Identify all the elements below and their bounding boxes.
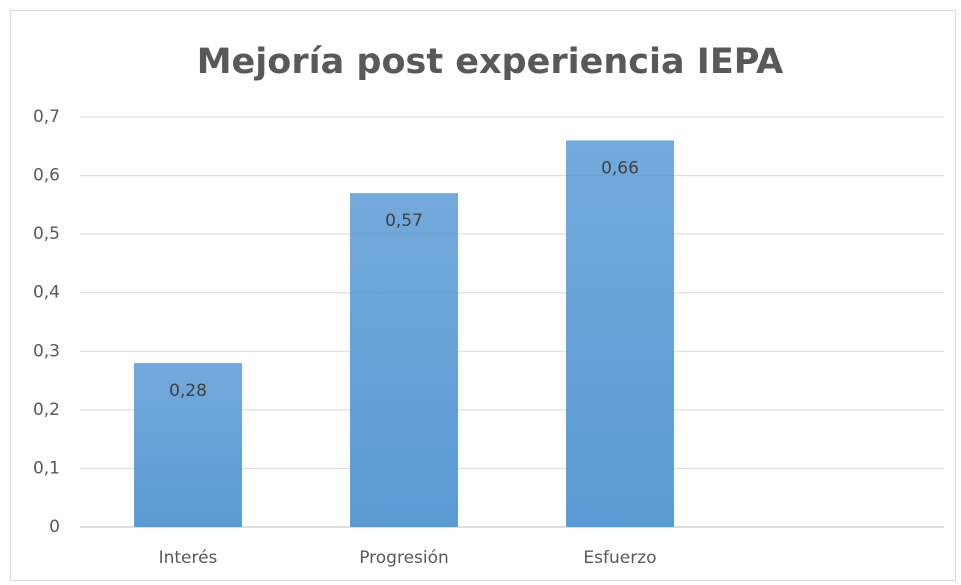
y-tick-label: 0,6: [33, 166, 60, 186]
y-tick-label: 0,5: [33, 224, 60, 244]
data-label: 0,28: [169, 381, 207, 401]
data-label: 0,57: [385, 211, 423, 231]
x-tick-label: Esfuerzo: [583, 548, 656, 568]
x-tick-label: Interés: [159, 548, 218, 568]
y-tick-label: 0,3: [33, 341, 60, 361]
y-tick-label: 0,7: [33, 107, 60, 127]
y-tick-label: 0: [49, 517, 60, 537]
y-tick-label: 0,4: [33, 283, 60, 303]
y-tick-label: 0,2: [33, 400, 60, 420]
data-label: 0,66: [601, 158, 639, 178]
x-tick-label: Progresión: [359, 548, 449, 568]
bar: [566, 140, 674, 527]
chart-title: Mejoría post experiencia IEPA: [197, 42, 784, 82]
bar: [350, 193, 458, 527]
y-tick-label: 0,1: [33, 458, 60, 478]
bar: [134, 363, 242, 527]
